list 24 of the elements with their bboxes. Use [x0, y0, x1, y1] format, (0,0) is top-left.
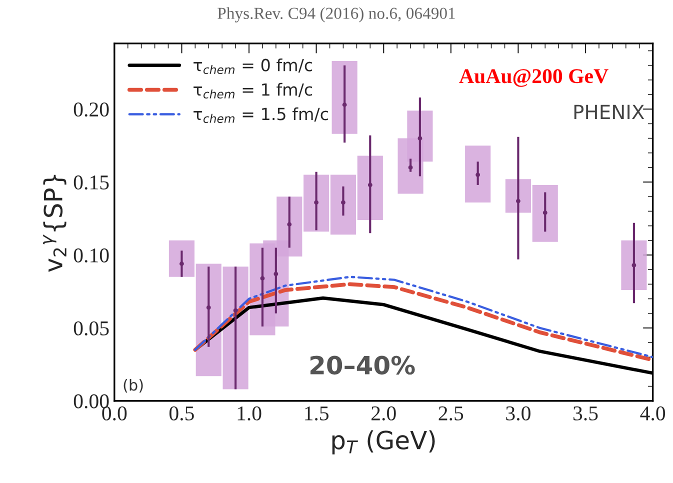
annotation: 20–40% — [310, 356, 415, 375]
annotation: PHENIX — [574, 104, 644, 120]
text: Phys.Rev. C94 (2016) no.6, 064901 — [218, 7, 455, 22]
annotation: AuAu@200 GeV — [459, 69, 608, 87]
x-tick-label: 3.0 — [506, 406, 530, 421]
y-tick-label: 0.00 — [74, 394, 109, 408]
y-tick-label: 0.10 — [74, 248, 109, 263]
y-tick-label: 0.05 — [74, 321, 109, 336]
x-tick-label: 0.0 — [102, 406, 127, 421]
legend-label: τ$_{chem}$ = 1.5 fm/c — [194, 107, 328, 123]
annotation: (b) — [124, 378, 143, 393]
x-tick-label: 4.0 — [640, 406, 666, 421]
x-tick-label: 2.5 — [438, 406, 464, 421]
legend-label: τ$_{chem}$ = 0 fm/c — [194, 58, 312, 74]
x-tick-label: 0.5 — [169, 406, 194, 421]
y-axis-title: v$_{2}$$^{γ}${SP} — [43, 174, 66, 272]
legend-label: τ$_{chem}$ = 1 fm/c — [194, 82, 312, 98]
x-tick-label: 1.0 — [238, 406, 262, 421]
x-tick-label: 2.0 — [372, 406, 396, 421]
y-tick-label: 0.20 — [74, 102, 109, 117]
x-axis-title: p$_{T}$ (GeV) — [332, 430, 435, 454]
x-tick-label: 3.5 — [573, 406, 598, 421]
x-tick-label: 1.5 — [305, 406, 329, 421]
y-tick-label: 0.15 — [74, 175, 109, 190]
